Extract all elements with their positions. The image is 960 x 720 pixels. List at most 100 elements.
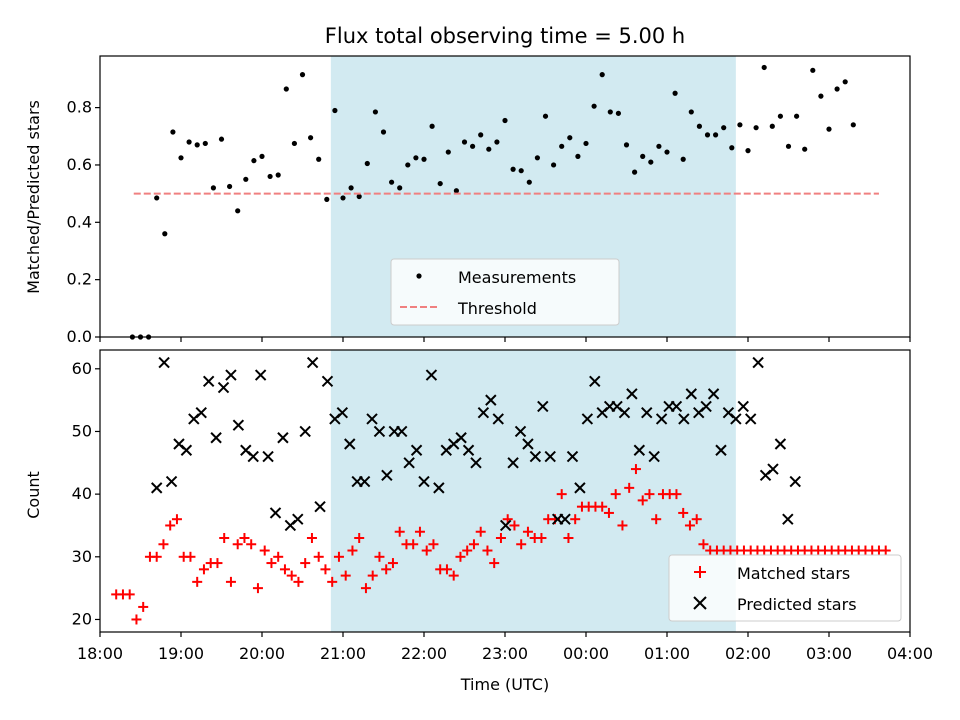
measurement-point — [478, 132, 484, 138]
predicted-star-point — [344, 438, 356, 450]
matched-star-point — [462, 545, 473, 556]
x-tick-label: 19:00 — [158, 644, 204, 663]
measurement-point — [769, 123, 775, 129]
measurement-point — [753, 125, 759, 131]
measurement-point — [316, 156, 322, 162]
top-y-axis-label: Matched/Predicted stars — [24, 100, 43, 294]
matched-star-point — [448, 570, 459, 581]
matched-star-point — [414, 526, 425, 537]
matched-star-point — [273, 551, 284, 562]
matched-star-point — [219, 533, 230, 543]
predicted-star-point — [544, 450, 556, 463]
matched-star-point — [381, 564, 392, 575]
predicted-stars-legend-marker — [693, 596, 707, 610]
measurement-point — [680, 156, 686, 162]
bottom-legend: Matched stars Predicted stars — [668, 554, 902, 622]
measurement-point — [850, 122, 856, 128]
top-y-tick-label: 0.0 — [67, 327, 92, 346]
predicted-star-point — [566, 450, 579, 463]
predicted-star-point — [589, 375, 601, 388]
predicted-star-point — [381, 469, 393, 482]
predicted-star-point — [485, 394, 497, 406]
matched-star-point — [171, 514, 182, 525]
predicted-star-point — [744, 413, 757, 425]
matched-star-point — [455, 551, 466, 562]
measurement-point — [251, 158, 257, 164]
measurement-point — [259, 153, 265, 159]
predicted-star-point — [306, 356, 319, 369]
measurement-point — [834, 86, 840, 92]
matched-star-point — [698, 539, 709, 550]
measurement-point — [534, 155, 541, 161]
predicted-star-point — [752, 356, 764, 369]
measurement-point — [518, 168, 524, 174]
top-y-tick-label: 0.2 — [67, 270, 92, 289]
measurement-point — [704, 132, 711, 138]
measurement-point — [461, 139, 468, 145]
predicted-star-point — [217, 381, 230, 394]
matched-star-point — [198, 564, 209, 575]
measurement-point — [567, 135, 573, 141]
measurement-point — [672, 90, 678, 96]
measurement-point — [364, 160, 370, 167]
matched-star-point — [610, 489, 621, 500]
bottom-y-tick-label: 50 — [72, 421, 92, 440]
matched-star-point — [185, 551, 196, 562]
predicted-star-point — [277, 432, 289, 444]
measurement-point — [664, 149, 670, 155]
top-y-tick-label: 0.8 — [67, 98, 92, 117]
measurement-point — [542, 113, 549, 119]
legend-label-measurements: Measurements — [458, 268, 576, 287]
matched-stars-legend-marker — [694, 566, 706, 578]
predicted-star-point — [789, 475, 801, 488]
measurement-point — [785, 143, 792, 149]
predicted-star-point — [707, 388, 720, 400]
measurement-point — [656, 143, 662, 149]
bottom-legend-box — [668, 554, 902, 622]
matched-star-point — [475, 526, 486, 537]
matched-star-point — [597, 501, 608, 512]
measurement-point — [421, 156, 427, 162]
matched-star-point — [630, 464, 641, 475]
bottom-observing-window — [330, 350, 736, 632]
x-tick-label: 20:00 — [239, 644, 285, 663]
matched-star-point — [637, 495, 648, 506]
x-tick-label: 18:00 — [77, 644, 123, 663]
top-legend: Measurements Threshold — [390, 258, 620, 326]
predicted-star-point — [232, 419, 245, 431]
matched-star-point — [293, 576, 304, 587]
predicted-star-point — [455, 432, 467, 444]
measurement-point — [405, 162, 411, 168]
matched-star-point — [678, 507, 689, 518]
matched-star-point — [394, 526, 405, 537]
predicted-star-point — [574, 482, 586, 494]
predicted-star-point — [633, 444, 646, 456]
matched-star-point — [354, 533, 365, 543]
predicted-star-point — [373, 425, 386, 438]
matched-star-point — [300, 558, 311, 569]
matched-star-point — [306, 533, 317, 543]
top-y-tick-label: 0.6 — [67, 155, 92, 174]
matched-star-point — [158, 539, 169, 550]
predicted-star-point — [477, 406, 490, 419]
predicted-star-point — [641, 406, 653, 419]
measurement-point — [356, 193, 362, 200]
predicted-star-point — [670, 400, 683, 413]
matched-star-point — [684, 520, 695, 531]
legend-label-threshold: Threshold — [457, 299, 537, 318]
predicted-star-point — [700, 400, 712, 413]
predicted-star-point — [522, 438, 534, 450]
matched-star-point — [279, 564, 290, 575]
predicted-star-point — [425, 369, 438, 381]
measurement-point — [721, 125, 727, 131]
top-y-tick-label: 0.4 — [67, 212, 92, 231]
measurement-point — [202, 140, 208, 147]
measurement-point — [154, 195, 160, 201]
predicted-star-point — [581, 413, 594, 425]
predicted-star-point — [180, 444, 193, 456]
measurement-point — [745, 148, 751, 154]
measurement-point — [429, 123, 435, 129]
matched-star-point — [880, 545, 891, 556]
x-tick-label: 01:00 — [644, 644, 690, 663]
measurement-point — [818, 93, 824, 99]
